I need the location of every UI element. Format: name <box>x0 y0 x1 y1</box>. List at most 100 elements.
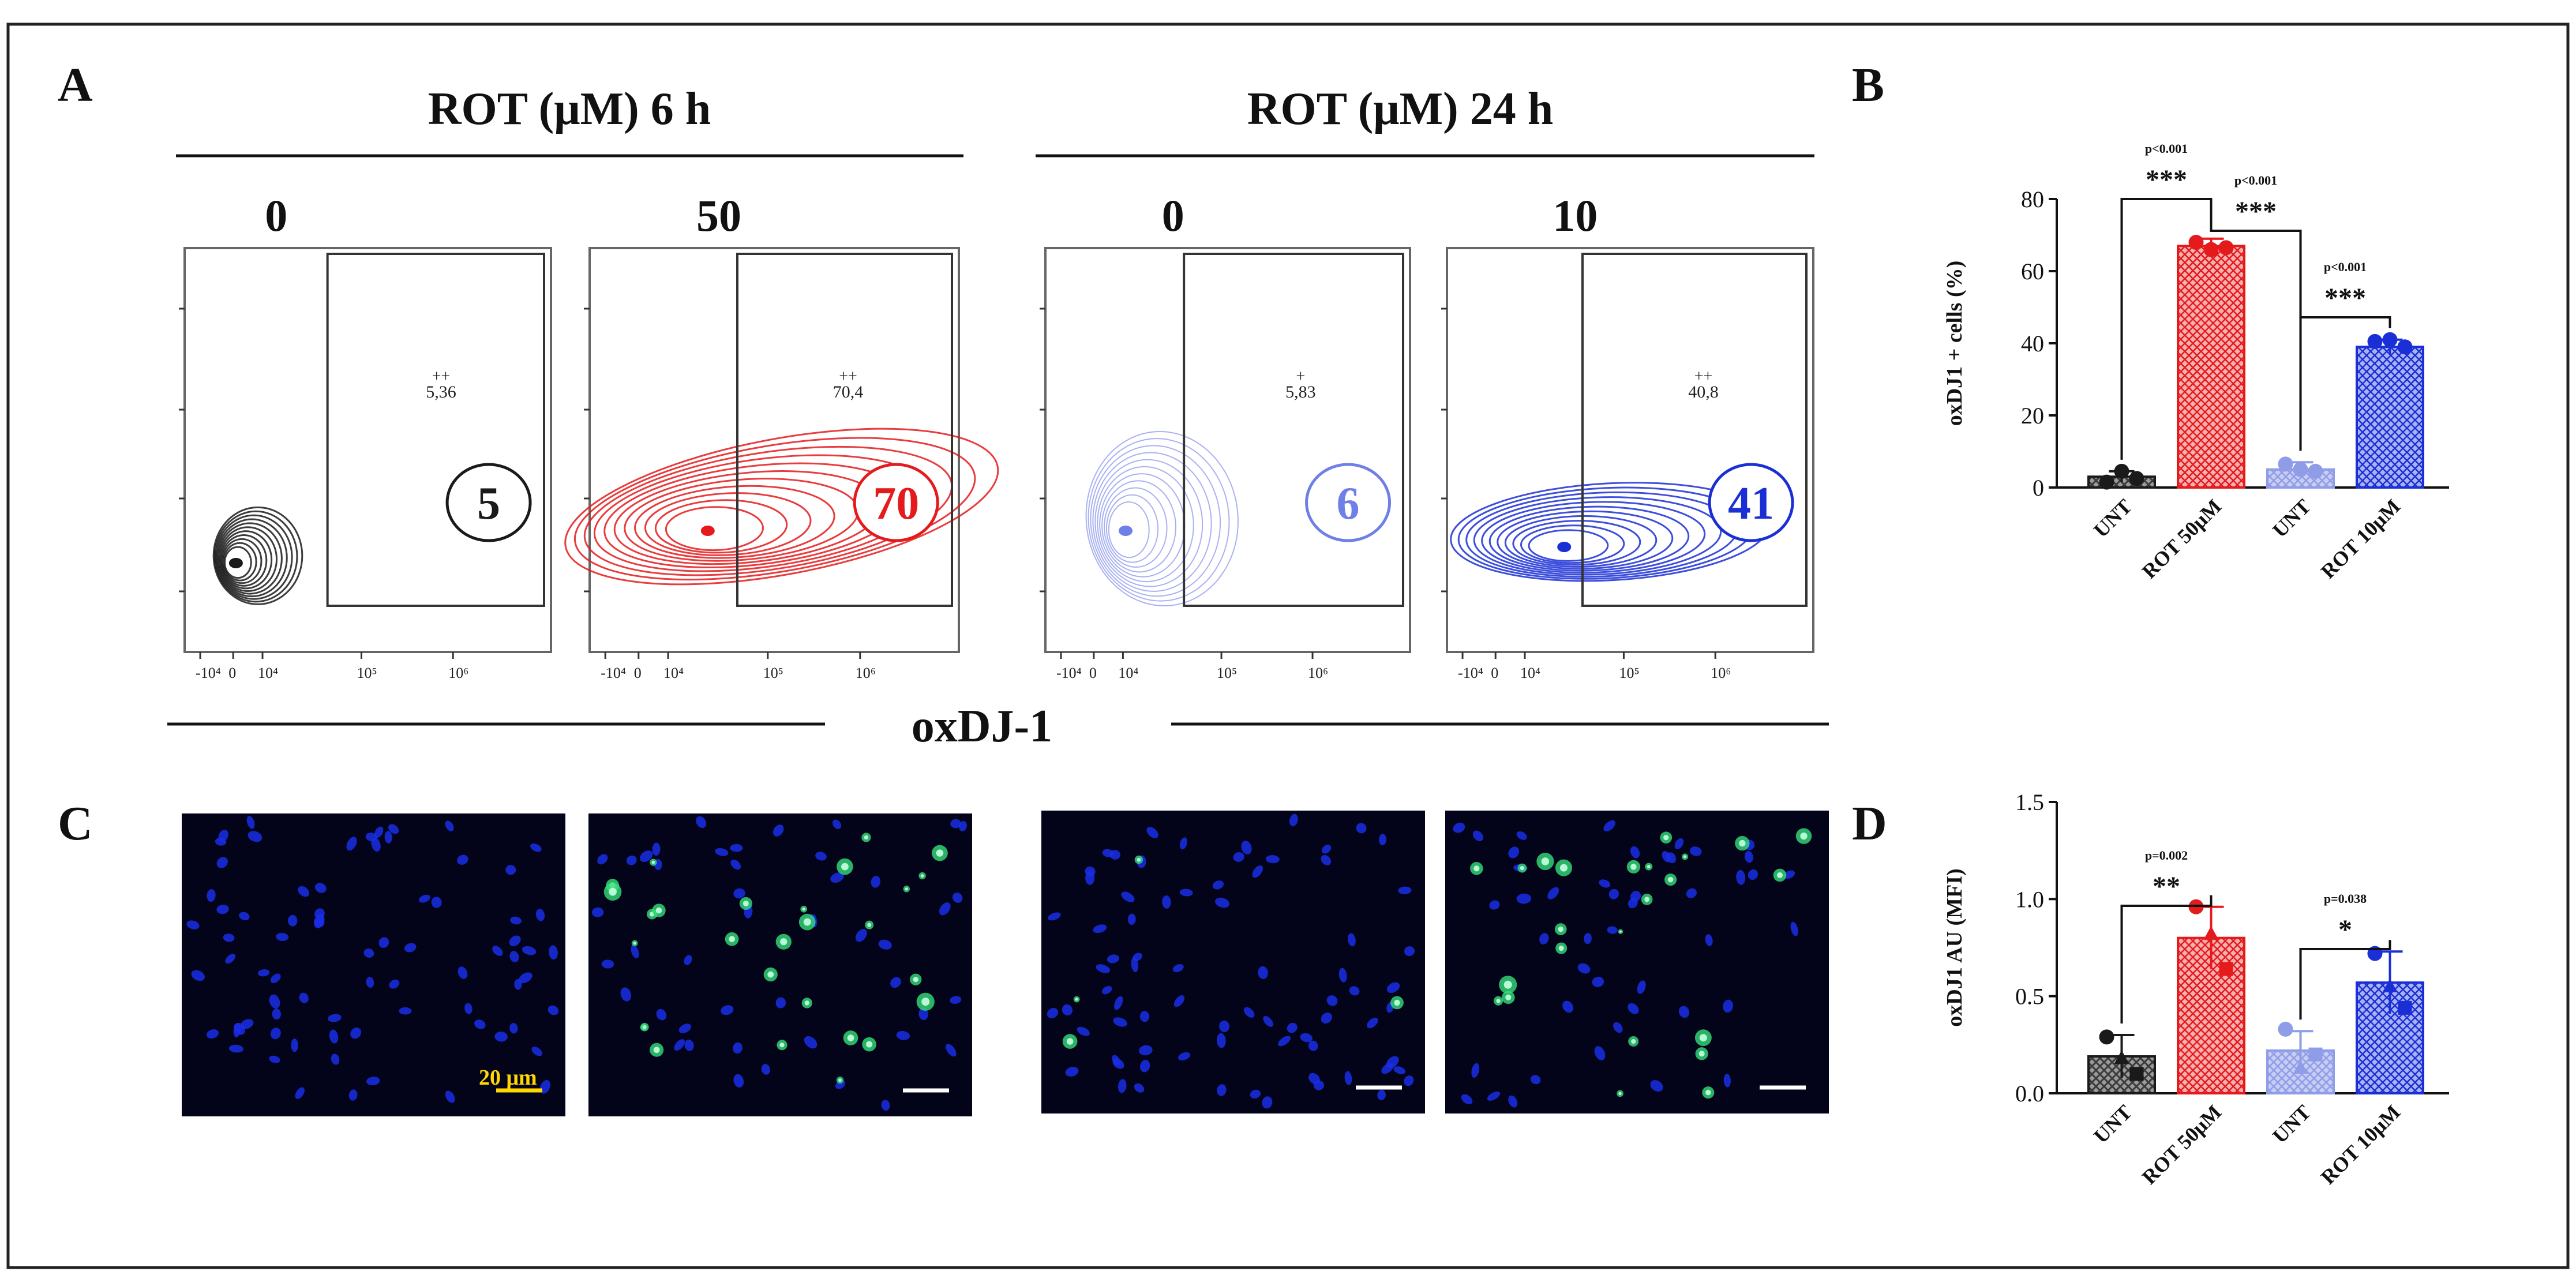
nucleus <box>530 843 542 852</box>
x-tick-label: 10⁶ <box>1308 665 1328 681</box>
contour-line <box>1094 459 1203 587</box>
x-tick-label: -10⁴ <box>196 665 221 681</box>
gate-rectangle <box>736 253 953 607</box>
contour-line <box>212 506 303 605</box>
nucleus <box>291 1038 298 1052</box>
nucleus <box>287 914 298 927</box>
contour-line <box>654 499 788 554</box>
flow-plot-1: 0 ++5,36 5 -10⁴ 0 10⁴ 10⁵ 10⁶ <box>179 190 552 681</box>
contour-line <box>573 437 976 581</box>
oxdj1-signal-core <box>1699 1034 1707 1042</box>
nucleus <box>871 876 881 888</box>
nucleus <box>276 932 289 942</box>
oxdj1-signal-core <box>1705 1089 1711 1096</box>
gate-rectangle <box>1183 253 1404 607</box>
nucleus <box>514 979 522 990</box>
nucleus <box>1530 1075 1541 1085</box>
nucleus <box>1783 870 1795 879</box>
oxdj1-signal-core <box>1667 876 1674 883</box>
nucleus <box>1508 846 1520 858</box>
x-tick-label: 0 <box>1491 665 1498 681</box>
percent-circle <box>853 463 939 542</box>
nucleus <box>946 1044 957 1057</box>
nucleus <box>1062 1004 1073 1016</box>
significance-stars: ** <box>2153 871 2180 902</box>
nucleus <box>1233 852 1244 862</box>
nucleus <box>549 945 558 960</box>
oxdj1-signal-core <box>1739 839 1746 847</box>
nucleus <box>950 996 962 1004</box>
nucleus <box>1599 879 1611 888</box>
nucleus <box>494 1032 508 1042</box>
oxdj1-signal-core <box>1559 864 1568 872</box>
contour-line <box>644 492 812 556</box>
nucleus <box>234 1022 246 1035</box>
nucleus <box>404 943 417 953</box>
nucleus <box>1219 1020 1230 1033</box>
nucleus <box>1287 1022 1298 1033</box>
contour-line <box>215 514 293 600</box>
nucleus <box>1377 1090 1386 1101</box>
oxdj1-signal-core <box>743 900 749 906</box>
nucleus <box>1138 1045 1153 1056</box>
nucleus <box>388 824 399 834</box>
nucleus <box>1689 846 1702 856</box>
nucleus <box>1367 1018 1378 1029</box>
scale-bar-label: 20 μm <box>479 1066 537 1090</box>
nucleus <box>631 944 639 959</box>
oxdj1-signal-core <box>1644 897 1650 902</box>
nucleus <box>684 955 692 965</box>
nucleus <box>1508 1095 1518 1108</box>
contour-line <box>216 518 288 598</box>
nucleus <box>1744 850 1753 863</box>
category-label: ROT 10μM <box>2316 1100 2405 1188</box>
nucleus <box>591 907 604 917</box>
significance-bracket <box>2299 940 2391 1020</box>
data-point <box>2398 1000 2412 1015</box>
contour-line <box>219 530 273 590</box>
nucleus <box>519 972 533 984</box>
oxdj1-signal-core <box>767 971 774 978</box>
data-point <box>2367 333 2383 349</box>
nucleus <box>1179 888 1193 897</box>
data-point <box>2308 463 2323 479</box>
data-point <box>2293 1060 2308 1074</box>
y-axis-label: oxDJ1 AU (MFI) <box>1943 868 1967 1026</box>
nucleus <box>225 954 235 964</box>
nucleus <box>272 1008 281 1020</box>
contour-line <box>1481 501 1706 574</box>
category-label: ROT 10μM <box>2316 494 2405 583</box>
contour-line <box>1092 452 1212 592</box>
oxdj1-signal-core <box>643 1025 647 1029</box>
percent-circle <box>1305 463 1392 542</box>
dose-label: 0 <box>1162 190 1184 241</box>
nucleus <box>269 994 280 1008</box>
nucleus <box>1790 921 1798 936</box>
image-background <box>1041 811 1425 1113</box>
nucleus <box>1630 846 1640 858</box>
oxdj1-signal-core <box>913 977 918 983</box>
nucleus <box>1705 934 1713 946</box>
plot-frame <box>183 247 552 653</box>
nucleus <box>1085 871 1095 885</box>
nucleus <box>1047 1008 1059 1018</box>
gate-value: 70,4 <box>833 383 864 402</box>
oxdj1-signal-core <box>905 887 908 891</box>
nucleus <box>1250 1089 1261 1099</box>
contour-core <box>228 558 243 568</box>
x-tick-label: 10⁵ <box>763 665 783 681</box>
dose-label: 0 <box>265 190 287 241</box>
significance-bracket <box>2299 316 2391 451</box>
nucleus <box>492 946 503 956</box>
nucleus <box>522 946 537 955</box>
significance-stars: *** <box>2324 283 2366 313</box>
data-point <box>2188 235 2204 250</box>
nucleus <box>1608 888 1619 899</box>
data-point <box>2397 339 2413 355</box>
contour-line <box>1105 494 1159 563</box>
gate-marker: ++ <box>1694 368 1713 385</box>
nucleus <box>1127 913 1136 925</box>
nucleus <box>1723 999 1733 1013</box>
p-value-label: p=0.002 <box>2145 848 2188 863</box>
